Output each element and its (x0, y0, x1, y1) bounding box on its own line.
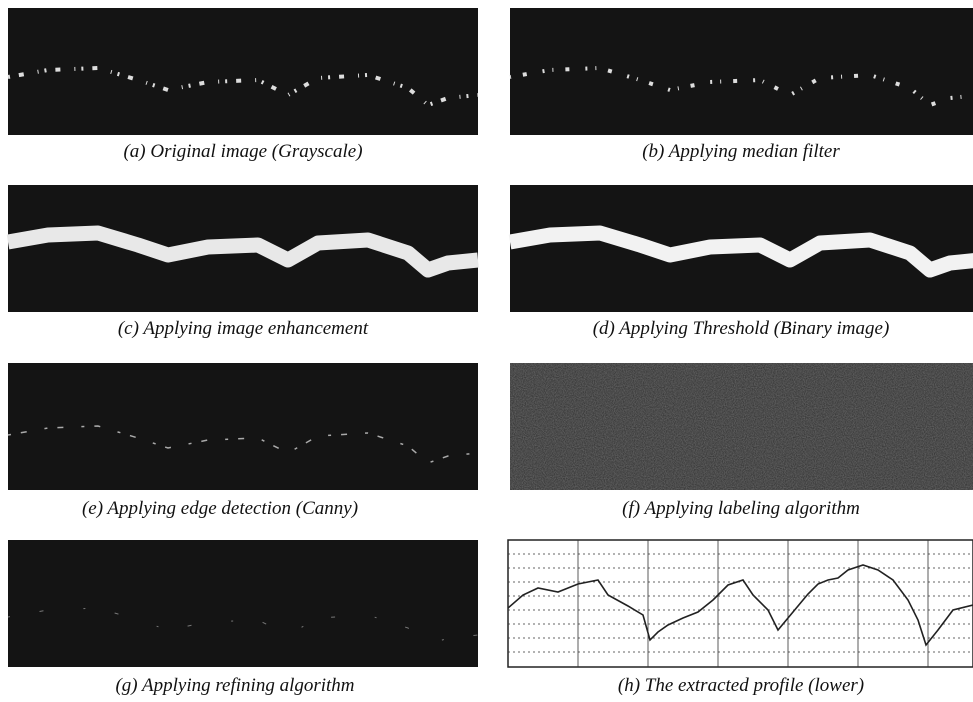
caption: (a) Original image (Grayscale) (123, 141, 362, 162)
caption: (h) The extracted profile (lower) (618, 675, 864, 696)
panel-a (6, 8, 480, 135)
caption: (e) Applying edge detection (Canny) (82, 498, 358, 519)
panel-f (510, 363, 973, 490)
panel-c (8, 185, 478, 312)
caption: (f) Applying labeling algorithm (622, 498, 860, 519)
image (510, 8, 973, 135)
profile-line (507, 564, 973, 647)
caption: (d) Applying Threshold (Binary image) (593, 318, 890, 339)
panel-e (7, 363, 479, 490)
panel-g (7, 540, 479, 667)
panel-d (510, 185, 973, 312)
image (8, 8, 478, 135)
image (8, 540, 478, 667)
texture (510, 363, 973, 490)
image (8, 363, 478, 490)
caption: (b) Applying median filter (642, 141, 840, 162)
caption: (g) Applying refining algorithm (115, 675, 354, 696)
grid (508, 540, 973, 667)
caption: (c) Applying image enhancement (118, 318, 369, 339)
panel-b (508, 8, 973, 135)
plot-frame (507, 539, 973, 668)
panel-h (507, 539, 973, 668)
